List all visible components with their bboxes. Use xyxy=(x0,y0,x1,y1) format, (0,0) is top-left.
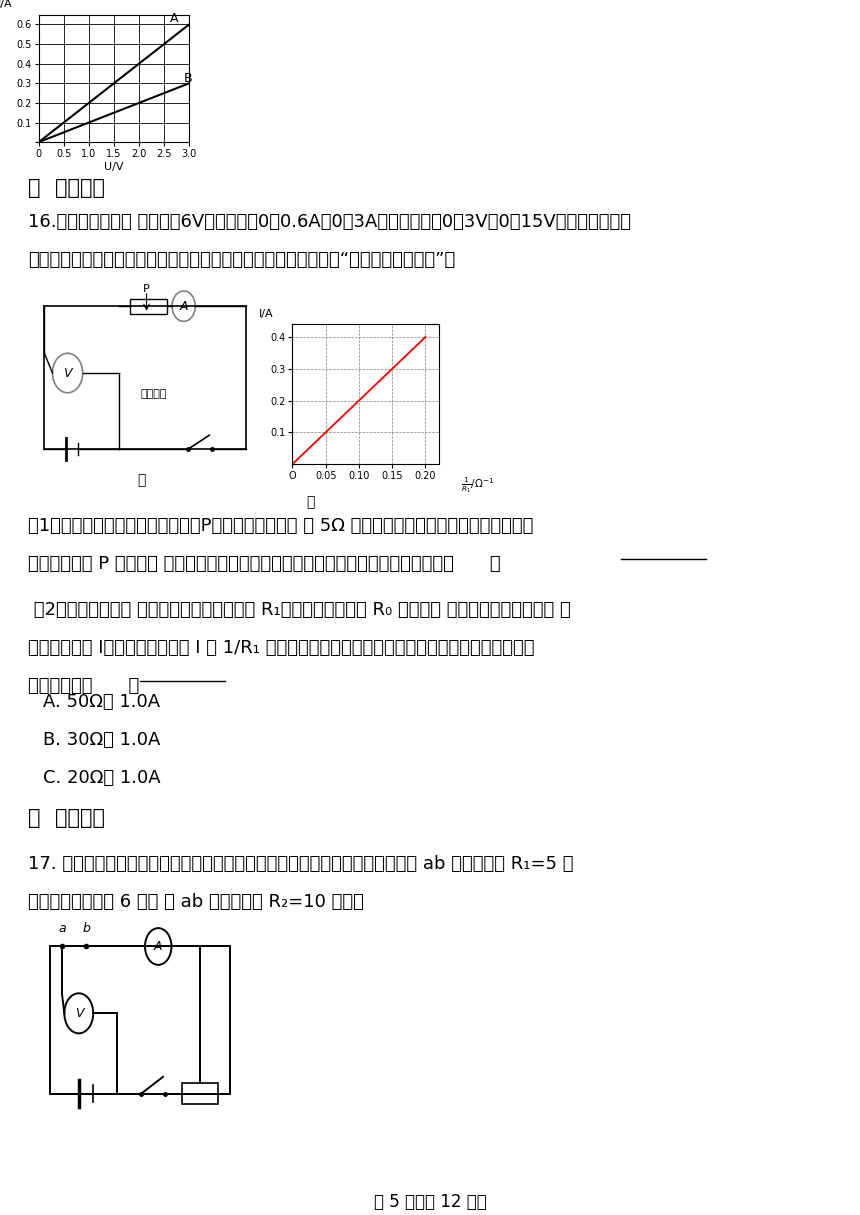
Text: （2）排除故障后， 多次换用定値电阻的阻値 R₁，调节滑动变阻器 R₀ 的阻値， 保持电压表示数不变， 记: （2）排除故障后， 多次换用定値电阻的阻値 R₁，调节滑动变阻器 R₀ 的阻値，… xyxy=(28,601,571,618)
Text: 甲: 甲 xyxy=(138,473,146,487)
Text: a: a xyxy=(58,922,65,934)
Text: P: P xyxy=(143,284,150,294)
Text: 定値电阻若干、开关、滑动变阻器和导线若干，利用这些器材探究“电流与电阻的关系”。: 定値电阻若干、开关、滑动变阻器和导线若干，利用这些器材探究“电流与电阻的关系”。 xyxy=(28,252,455,269)
X-axis label: U/V: U/V xyxy=(104,162,124,171)
Text: A: A xyxy=(170,12,179,26)
Text: V: V xyxy=(75,1007,83,1019)
Text: 时，电压表示数为 6 伏； 当 ab 间接入电阻 R₂=10 欧时：: 时，电压表示数为 6 伏； 当 ab 间接入电阻 R₂=10 欧时： xyxy=(28,893,364,911)
Text: 怎样移动滑片 P 都发现： 电压表有示数并保持不变，电流表始终无示数，其原因可能是  。: 怎样移动滑片 P 都发现： 电压表有示数并保持不变，电流表始终无示数，其原因可能… xyxy=(28,555,501,573)
Bar xyxy=(182,1084,218,1103)
Text: B: B xyxy=(184,73,193,85)
Text: b: b xyxy=(82,922,90,934)
Text: 四  、解答题: 四 、解答题 xyxy=(28,808,105,827)
Text: A: A xyxy=(154,940,163,953)
Text: 16.现有下列器材： 学生电源6V、电流表（0～0.6A，0～3A）、电压表（0～3V、0～15V）、阻値不同的: 16.现有下列器材： 学生电源6V、电流表（0～0.6A，0～3A）、电压表（0… xyxy=(28,213,631,231)
Text: 第 5 页（共 12 页）: 第 5 页（共 12 页） xyxy=(373,1193,487,1211)
Text: V: V xyxy=(64,367,72,379)
Text: 乙: 乙 xyxy=(306,495,314,509)
Y-axis label: I/A: I/A xyxy=(0,0,13,10)
Text: A. 50Ω， 1.0A: A. 50Ω， 1.0A xyxy=(43,693,160,711)
Text: C. 20Ω， 1.0A: C. 20Ω， 1.0A xyxy=(43,769,161,787)
Text: A: A xyxy=(180,300,188,312)
Text: 三  、实验题: 三 、实验题 xyxy=(28,179,105,198)
Text: $\frac{1}{R_1}/\Omega^{-1}$: $\frac{1}{R_1}/\Omega^{-1}$ xyxy=(461,475,494,495)
Text: 的规格可能是  。: 的规格可能是 。 xyxy=(28,677,139,695)
Text: 17. 小丽同学利用如图所示的电路探究保持电压不变时，电流与电阻的关系。当 ab 间接入电阻 R₁=5 欧: 17. 小丽同学利用如图所示的电路探究保持电压不变时，电流与电阻的关系。当 ab… xyxy=(28,855,574,874)
Y-axis label: I/A: I/A xyxy=(259,309,273,318)
Text: （1）按图甲所示连接好电路，滑片P移到阻値最大处， 将 5Ω 的定値电阻接入电路，闭合开关后无论: （1）按图甲所示连接好电路，滑片P移到阻値最大处， 将 5Ω 的定値电阻接入电路… xyxy=(28,518,533,535)
Text: B. 30Ω， 1.0A: B. 30Ω， 1.0A xyxy=(43,731,160,748)
Text: 接入电阻: 接入电阻 xyxy=(140,389,167,400)
Text: 下电流表示数 I，利用描点法得到 I 随 1/R₁ 变化的图像如图乙所示。该实验中应当选择的滑动变阻器: 下电流表示数 I，利用描点法得到 I 随 1/R₁ 变化的图像如图乙所示。该实验… xyxy=(28,639,535,657)
Bar xyxy=(131,299,168,313)
